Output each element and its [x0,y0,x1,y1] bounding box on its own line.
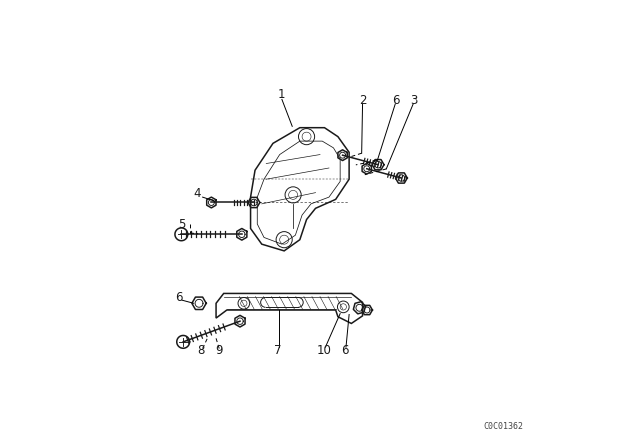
Text: 5: 5 [179,217,186,231]
Text: 4: 4 [193,187,200,201]
Text: 8: 8 [198,344,205,357]
Text: 7: 7 [274,344,281,357]
Text: 1: 1 [278,87,285,101]
Text: 9: 9 [216,344,223,357]
Text: 6: 6 [341,344,348,357]
Text: 6: 6 [392,94,400,108]
Text: 3: 3 [410,94,418,108]
Text: 2: 2 [359,94,366,108]
Text: 10: 10 [317,344,332,357]
Text: 6: 6 [175,291,182,305]
Text: C0C01362: C0C01362 [484,422,524,431]
